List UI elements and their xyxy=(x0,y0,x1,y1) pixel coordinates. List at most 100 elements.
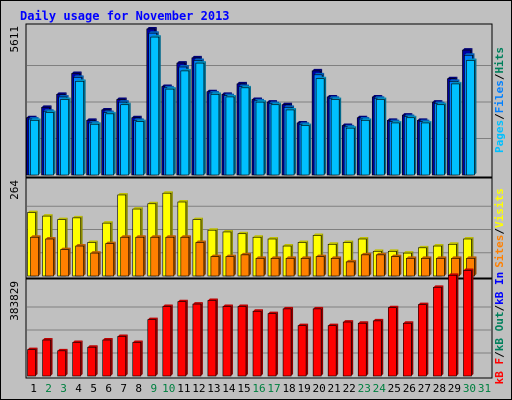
legend-item: kB In xyxy=(493,272,506,305)
x-label-day-11: 11 xyxy=(177,382,190,395)
bar-pages-day-15 xyxy=(240,85,251,176)
legend-item: Files xyxy=(493,80,506,113)
bar-sites-day-28 xyxy=(436,256,447,277)
legend-item: / xyxy=(493,228,506,235)
bar-sites-day-21 xyxy=(330,256,342,277)
x-label-day-19: 19 xyxy=(297,382,310,395)
x-axis-labels: 1 2 3 4 5 6 7 8 9 10 11 12 13 14 15 16 17 18 19 20 21 22 23 24 2… xyxy=(30,382,491,395)
bar-kb-f-day-13 xyxy=(207,298,218,377)
x-label-day-6: 6 xyxy=(105,382,112,395)
bar-pages-day-13 xyxy=(210,92,221,176)
bar-kb-f-day-20 xyxy=(312,306,324,377)
bar-pages-day-25 xyxy=(390,120,402,176)
x-label-day-30: 30 xyxy=(463,382,476,395)
bar-pages-day-6 xyxy=(105,111,116,176)
legend-item: / xyxy=(493,351,506,358)
bar-pages-day-18 xyxy=(285,107,297,176)
bar-pages-day-11 xyxy=(180,68,191,176)
bar-sites-day-19 xyxy=(300,256,312,277)
panel-kbytes: 383829 xyxy=(8,268,493,379)
bar-pages-day-30 xyxy=(466,58,477,176)
x-label-day-26: 26 xyxy=(403,382,416,395)
bar-pages-day-26 xyxy=(406,115,417,176)
bar-sites-day-8 xyxy=(135,235,146,277)
bar-kb-f-day-17 xyxy=(267,311,279,377)
chart-title: Daily usage for November 2013 xyxy=(20,9,230,23)
bar-sites-day-30 xyxy=(466,256,477,277)
bar-kb-f-day-19 xyxy=(297,323,309,377)
bar-sites-day-7 xyxy=(120,235,131,277)
x-label-day-16: 16 xyxy=(252,382,265,395)
x-label-day-22: 22 xyxy=(343,382,356,395)
x-label-day-3: 3 xyxy=(60,382,67,395)
panel-visits-ymax-label: 264 xyxy=(8,180,21,200)
bar-pages-day-9 xyxy=(150,35,161,176)
bar-pages-day-3 xyxy=(60,97,71,176)
bar-sites-day-15 xyxy=(240,252,251,277)
x-label-day-7: 7 xyxy=(120,382,127,395)
bar-kb-f-day-8 xyxy=(132,340,143,377)
bar-kb-f-day-6 xyxy=(102,338,113,377)
bar-sites-day-13 xyxy=(210,254,221,277)
bar-sites-day-6 xyxy=(105,241,116,277)
x-label-day-15: 15 xyxy=(237,382,250,395)
x-label-day-29: 29 xyxy=(448,382,461,395)
x-label-day-28: 28 xyxy=(433,382,446,395)
bar-kb-f-day-26 xyxy=(403,321,414,377)
bar-sites-day-25 xyxy=(390,254,402,277)
x-label-day-17: 17 xyxy=(267,382,280,395)
bar-sites-day-10 xyxy=(165,235,176,277)
x-label-day-14: 14 xyxy=(222,382,236,395)
x-label-day-1: 1 xyxy=(30,382,37,395)
bar-sites-day-3 xyxy=(60,247,71,277)
panel-hits: 5611 xyxy=(8,23,493,178)
bar-kb-f-day-5 xyxy=(87,345,98,377)
bar-sites-day-16 xyxy=(255,256,266,277)
legend-item: Pages xyxy=(493,120,506,153)
legend-item: kB Out xyxy=(493,311,506,351)
legend-panel-1: Pages/Files/Hits xyxy=(493,47,506,153)
bar-pages-day-10 xyxy=(165,87,176,176)
x-label-day-21: 21 xyxy=(328,382,341,395)
bar-pages-day-20 xyxy=(315,76,327,176)
bar-pages-day-4 xyxy=(75,79,86,176)
bar-kb-f-day-29 xyxy=(448,273,459,377)
bar-sites-day-2 xyxy=(45,237,56,277)
bar-sites-day-4 xyxy=(75,244,86,277)
panel-hits-ymax-label: 5611 xyxy=(8,26,21,53)
bar-kb-f-day-7 xyxy=(117,334,128,377)
legend-item: / xyxy=(493,73,506,80)
bar-kb-f-day-21 xyxy=(327,323,339,377)
x-label-day-20: 20 xyxy=(313,382,326,395)
bar-kb-f-day-11 xyxy=(177,299,188,377)
legend-item: / xyxy=(493,304,506,311)
bar-kb-f-day-30 xyxy=(463,268,474,377)
legend-panel-2: Sites/Visits xyxy=(493,188,506,268)
bar-kb-f-day-10 xyxy=(162,304,173,377)
bar-kb-f-day-24 xyxy=(372,318,384,377)
x-label-day-25: 25 xyxy=(388,382,401,395)
x-label-day-23: 23 xyxy=(358,382,371,395)
bar-kb-f-day-9 xyxy=(147,317,158,377)
legend-item: Hits xyxy=(493,47,506,74)
bar-pages-day-22 xyxy=(345,126,357,176)
bar-pages-day-12 xyxy=(195,61,206,176)
bar-sites-day-11 xyxy=(180,235,191,277)
x-label-day-2: 2 xyxy=(45,382,52,395)
bar-pages-day-1 xyxy=(30,118,41,176)
x-label-day-5: 5 xyxy=(90,382,97,395)
bar-kb-f-day-27 xyxy=(418,302,429,377)
bar-kb-f-day-18 xyxy=(282,306,294,377)
legend-item: kB F xyxy=(493,358,506,385)
x-label-day-10: 10 xyxy=(162,382,175,395)
bar-pages-day-16 xyxy=(255,100,266,176)
bar-pages-day-14 xyxy=(225,94,236,176)
bar-sites-day-12 xyxy=(195,240,206,277)
x-label-day-13: 13 xyxy=(207,382,220,395)
bar-sites-day-26 xyxy=(406,256,417,277)
x-label-day-9: 9 xyxy=(150,382,157,395)
bar-pages-day-21 xyxy=(330,97,342,176)
bar-pages-day-28 xyxy=(436,102,447,176)
x-label-day-8: 8 xyxy=(135,382,142,395)
